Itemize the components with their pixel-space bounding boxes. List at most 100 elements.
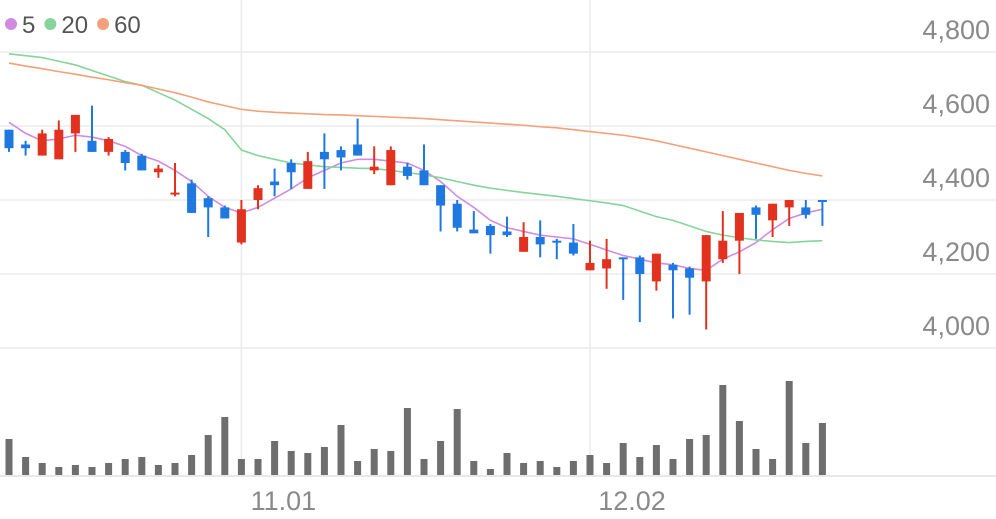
- candle-body: [286, 163, 296, 173]
- candle-body: [701, 235, 711, 282]
- candle-body: [236, 209, 246, 243]
- volume-bar: [818, 423, 826, 475]
- volume-bar: [719, 385, 727, 475]
- candle-body: [751, 207, 761, 215]
- candle-body: [585, 262, 595, 271]
- y-tick-label: 4,400: [922, 163, 990, 193]
- candle-body: [568, 242, 578, 254]
- candle-body: [552, 240, 562, 243]
- volume-bar: [520, 463, 528, 475]
- volume-bar: [138, 457, 146, 475]
- volume-bar: [486, 469, 494, 475]
- volume-bar: [304, 453, 312, 475]
- volume-bar: [619, 443, 627, 475]
- legend-label: 60: [114, 12, 141, 39]
- y-tick-label: 4,800: [922, 15, 990, 45]
- candle-body: [519, 237, 529, 252]
- candle-body: [419, 170, 429, 186]
- volume-bar: [470, 461, 478, 475]
- candle-body: [253, 188, 263, 200]
- volume-bar: [105, 463, 113, 475]
- candle-body: [369, 166, 379, 171]
- candle-body: [386, 150, 396, 186]
- candle-body: [784, 200, 794, 208]
- candle-body: [187, 183, 197, 213]
- candle-body: [602, 259, 612, 269]
- candle-body: [170, 192, 180, 195]
- candle-body: [137, 155, 147, 171]
- volume-bar: [669, 459, 677, 475]
- legend-marker: [44, 18, 57, 30]
- y-tick-label: 4,600: [922, 89, 990, 119]
- candle-body: [618, 257, 628, 260]
- volume-bar: [387, 451, 395, 475]
- volume-bar: [453, 409, 461, 475]
- volume-bar: [403, 408, 411, 475]
- volume-bar: [71, 465, 79, 475]
- volume-bar: [237, 459, 245, 475]
- volume-bar: [320, 447, 328, 475]
- candle-body: [718, 240, 728, 260]
- candle-body: [353, 144, 363, 156]
- volume-bar: [636, 457, 644, 475]
- volume-bar: [752, 449, 760, 475]
- volume-bar: [652, 445, 660, 475]
- candle-body: [485, 225, 495, 236]
- volume-bar: [420, 459, 428, 475]
- volume-bar: [55, 467, 63, 475]
- volume-bar: [337, 425, 345, 475]
- volume-bar: [354, 461, 362, 475]
- volume-bar: [38, 463, 46, 475]
- candle-body: [70, 114, 80, 134]
- candle-body: [21, 144, 31, 149]
- legend-label: 20: [61, 12, 88, 39]
- volume-bar: [686, 439, 694, 475]
- ma-line: [8, 62, 823, 177]
- candle-body: [502, 231, 512, 236]
- x-tick-label: 12.02: [598, 486, 666, 516]
- candle-body: [635, 257, 645, 274]
- volume-bar: [254, 459, 262, 475]
- volume-bar: [204, 435, 212, 475]
- volume-bar: [287, 451, 295, 475]
- candle-body: [436, 185, 446, 206]
- volume-bar: [769, 459, 777, 475]
- volume-bar: [88, 467, 96, 475]
- candle-body: [768, 203, 778, 221]
- volume-bar: [154, 465, 162, 475]
- volume-bar: [735, 421, 743, 475]
- volume-bar: [503, 453, 511, 475]
- candle-body: [220, 207, 230, 219]
- volume-bar: [121, 459, 129, 475]
- volume-bar: [603, 463, 611, 475]
- candle-body: [801, 207, 811, 215]
- candle-body: [469, 229, 479, 234]
- volume-bar: [702, 435, 710, 475]
- candle-body: [87, 140, 97, 152]
- candle-body: [651, 253, 661, 282]
- volume-bar: [569, 461, 577, 475]
- candle-body: [153, 168, 163, 173]
- candle-body: [668, 264, 678, 271]
- volume-bar: [802, 443, 810, 475]
- candle-body: [535, 237, 545, 245]
- volume-bar: [437, 441, 445, 475]
- legend-marker: [97, 18, 110, 30]
- legend-marker: [5, 18, 17, 30]
- candle-body: [270, 181, 280, 186]
- volume-bar: [586, 455, 594, 475]
- candle-body: [303, 161, 313, 189]
- volume-bar: [271, 441, 279, 475]
- candle-body: [37, 133, 47, 156]
- volume-bar: [22, 457, 30, 475]
- volume-bar: [221, 417, 229, 475]
- candle-body: [734, 212, 744, 241]
- volume-bar: [536, 461, 544, 475]
- candle-body: [54, 129, 64, 160]
- candle-body: [120, 151, 130, 163]
- volume-bar: [5, 439, 13, 475]
- candle-body: [319, 151, 329, 160]
- legend-label: 5: [22, 12, 35, 39]
